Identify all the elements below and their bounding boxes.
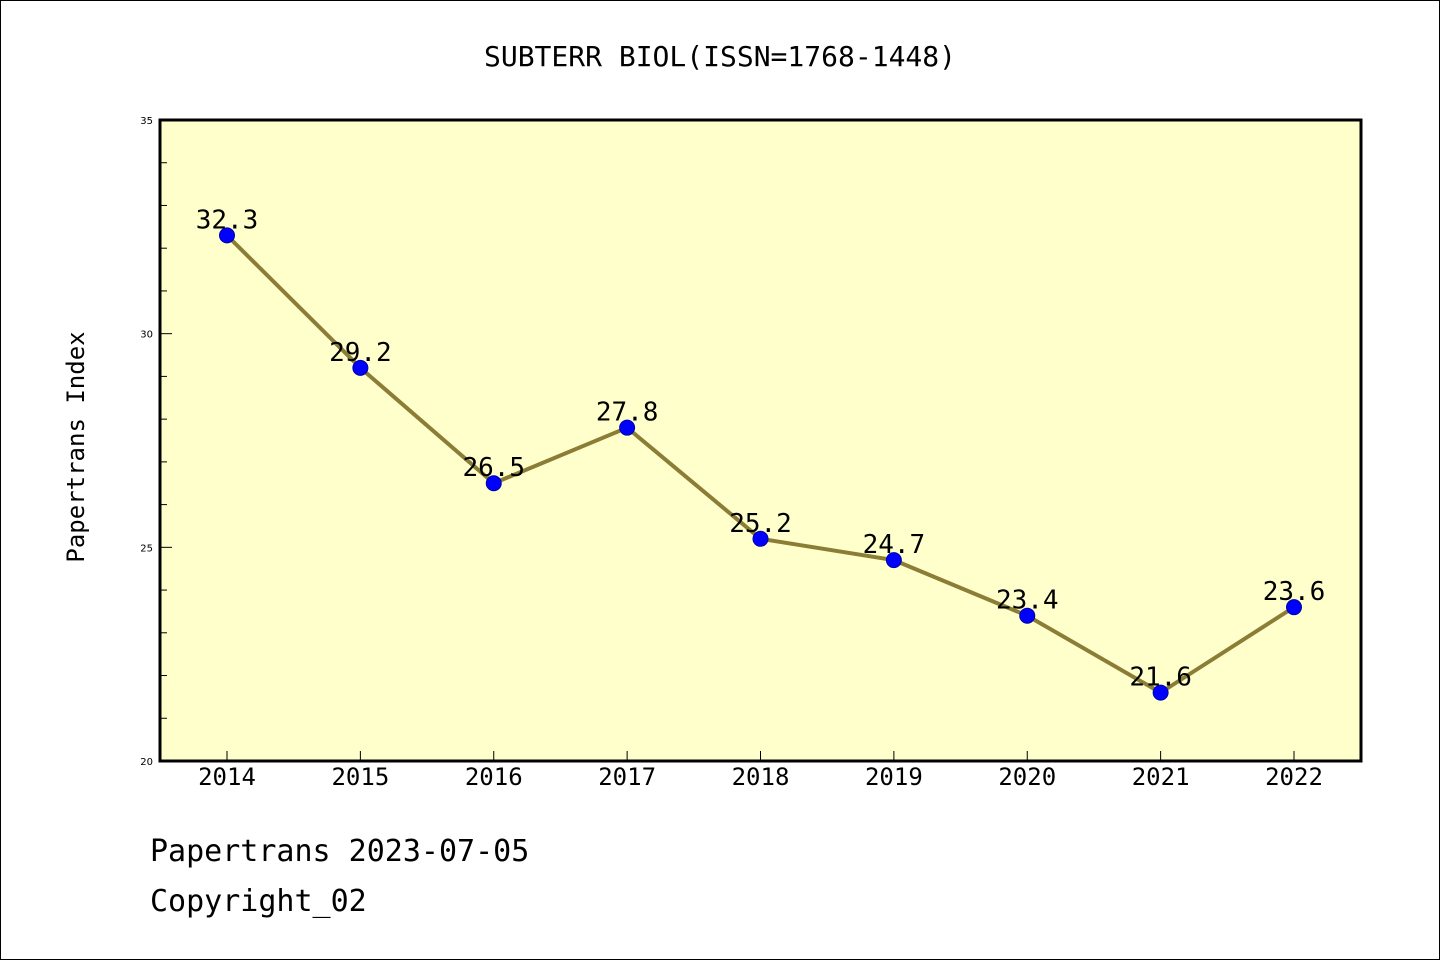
chart-title: SUBTERR BIOL(ISSN=1768-1448) — [484, 40, 956, 73]
plot-border — [158, 118, 1363, 763]
data-label: 25.2 — [729, 509, 792, 539]
x-tick-label: 2019 — [865, 763, 923, 791]
data-label: 26.5 — [462, 453, 525, 483]
data-point — [352, 359, 369, 376]
y-axis-label: Papertrans Index — [62, 331, 90, 562]
data-label: 29.2 — [329, 338, 392, 368]
data-point — [885, 552, 902, 569]
data-point — [1152, 684, 1169, 701]
data-point — [219, 227, 235, 244]
data-label: 24.7 — [863, 530, 926, 560]
x-tick-label: 2014 — [198, 763, 256, 791]
x-tick-label: 2016 — [465, 763, 523, 791]
data-point — [752, 530, 769, 547]
x-tick-label: 2021 — [1132, 763, 1190, 791]
x-tick-label: 2020 — [998, 763, 1056, 791]
plot-area — [160, 120, 1361, 761]
footer-date: Papertrans 2023-07-05 — [150, 834, 530, 869]
footer-copyright: Copyright_02 — [150, 884, 367, 919]
x-tick-label: 2022 — [1265, 763, 1323, 791]
data-label: 21.6 — [1129, 663, 1192, 693]
data-point — [485, 475, 502, 492]
data-label: 23.6 — [1263, 577, 1326, 607]
data-label: 23.4 — [996, 586, 1059, 616]
x-tick-label: 2017 — [598, 763, 656, 791]
y-tick-label: 30 — [140, 330, 153, 341]
series-line: 32.3 29.2 26.5 27.8 25.2 24.7 23.4 21.6 23.6 — [196, 205, 1326, 701]
x-tick-label: 2018 — [732, 763, 790, 791]
data-label: 32.3 — [196, 205, 259, 235]
data-point — [1286, 599, 1302, 616]
y-tick-label: 20 — [140, 757, 153, 768]
data-label: 27.8 — [596, 398, 659, 428]
y-tick-label: 25 — [140, 543, 153, 554]
data-point — [1019, 607, 1036, 624]
x-tick-label: 2015 — [331, 763, 389, 791]
y-tick-label: 35 — [140, 116, 153, 127]
x-axis: 2014 2015 2016 2017 2018 2019 2020 2021 2022 — [198, 751, 1323, 791]
data-point — [619, 419, 636, 436]
